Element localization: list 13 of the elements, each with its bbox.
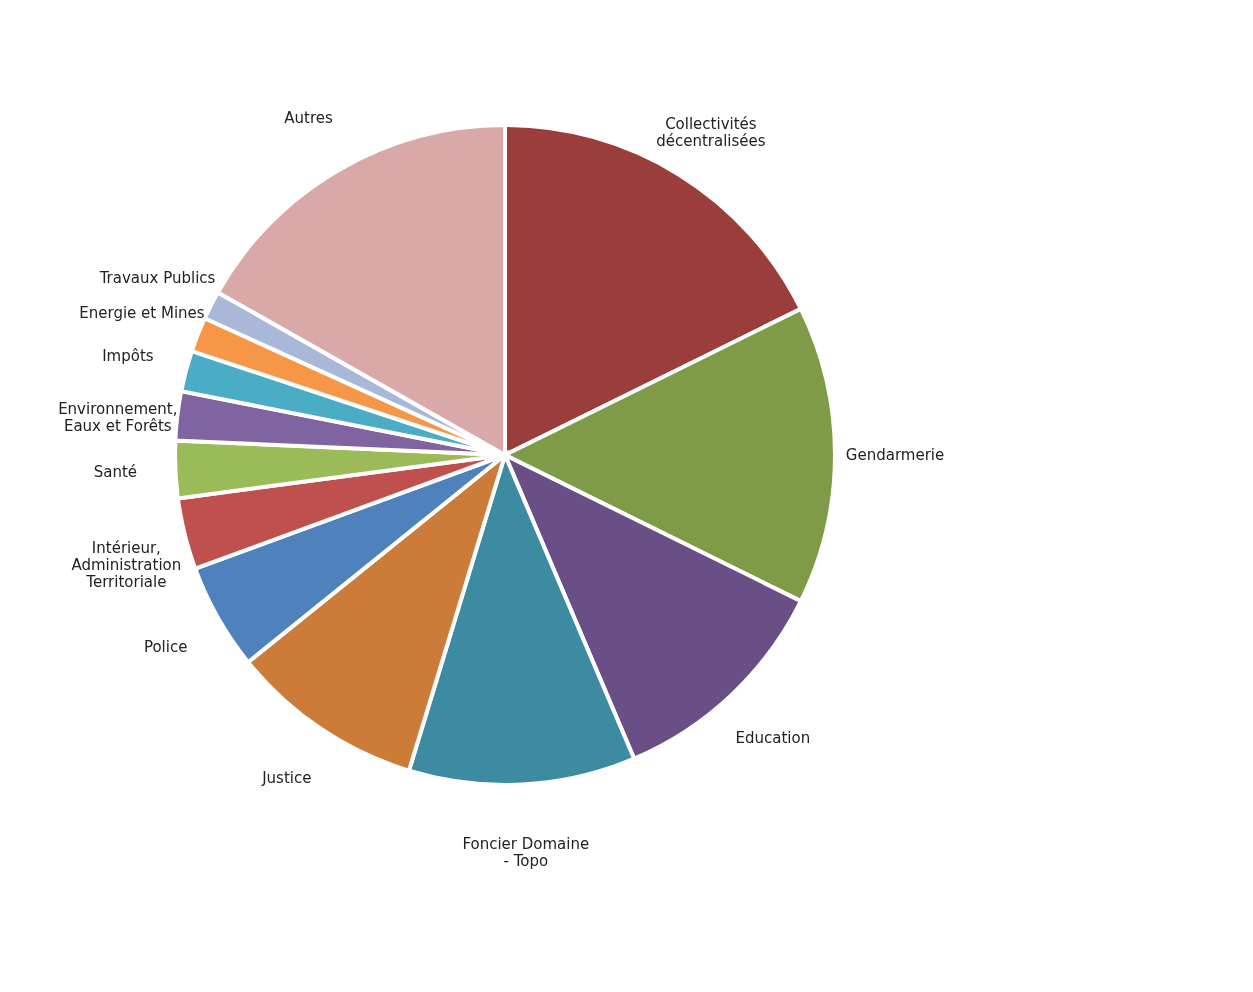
slice-label: Justice xyxy=(261,769,312,788)
slice-label: Environnement, Eaux et Forêts xyxy=(58,399,178,435)
slice-label: Intérieur, Administration Territoriale xyxy=(71,539,182,592)
slice-label: Foncier Domaine - Topo xyxy=(462,835,590,871)
slice-label: Travaux Publics xyxy=(98,268,216,287)
slice-label: Energie et Mines xyxy=(79,303,205,322)
slice-label: Collectivités décentralisées xyxy=(656,114,766,150)
slice-label: Police xyxy=(143,638,188,657)
slice-label: Impôts xyxy=(102,346,154,365)
slice-label: Education xyxy=(735,729,811,748)
slice-label: Autres xyxy=(284,109,334,128)
slice-label: Santé xyxy=(93,463,138,482)
slice-label: Gendarmerie xyxy=(845,446,945,464)
